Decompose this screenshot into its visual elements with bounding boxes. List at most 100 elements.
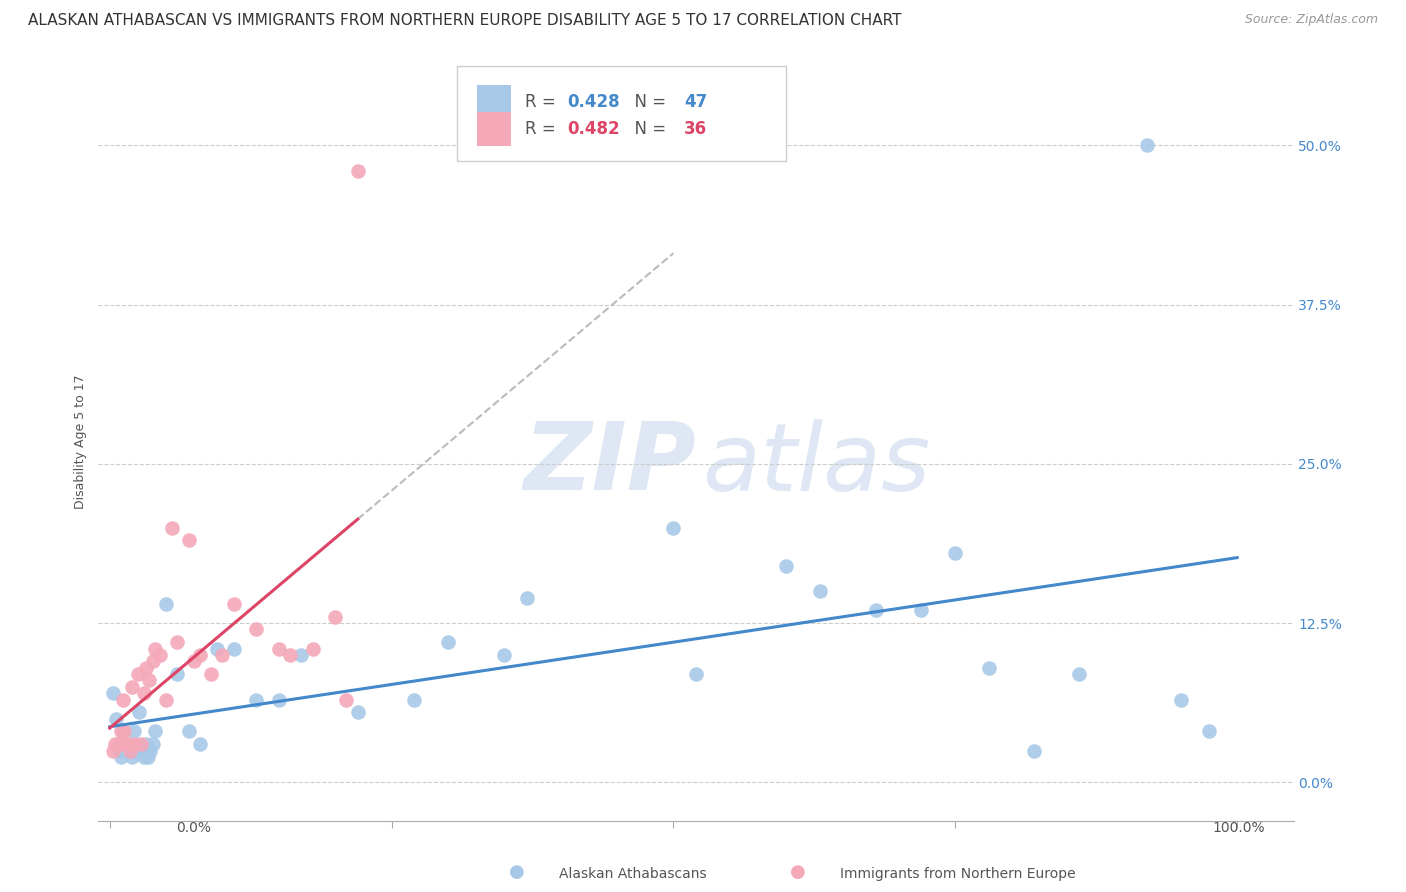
Point	[177, 724, 200, 739]
Point	[121, 750, 143, 764]
Point	[267, 692, 290, 706]
Point	[211, 648, 233, 662]
Point	[149, 648, 172, 662]
Point	[267, 641, 290, 656]
Point	[135, 737, 157, 751]
Point	[129, 743, 152, 757]
Point	[136, 750, 159, 764]
Point	[115, 737, 138, 751]
Text: R =: R =	[524, 120, 561, 137]
Text: Immigrants from Northern Europe: Immigrants from Northern Europe	[839, 867, 1076, 881]
Text: 47: 47	[685, 94, 707, 112]
Point	[1069, 667, 1091, 681]
Point	[943, 546, 966, 560]
Point	[114, 737, 136, 751]
Point	[143, 641, 166, 656]
Point	[1198, 724, 1220, 739]
Point	[222, 597, 245, 611]
Point	[808, 584, 831, 599]
Point	[107, 743, 129, 757]
Point	[910, 603, 932, 617]
Point	[1024, 743, 1046, 757]
Point	[1170, 692, 1192, 706]
Text: 0.428: 0.428	[567, 94, 620, 112]
Point	[516, 591, 538, 605]
FancyBboxPatch shape	[457, 66, 786, 161]
Point	[124, 724, 146, 739]
Point	[104, 737, 127, 751]
FancyBboxPatch shape	[477, 112, 510, 145]
Point	[127, 667, 149, 681]
Point	[128, 706, 150, 720]
Point	[437, 635, 460, 649]
Point	[346, 163, 368, 178]
Text: Source: ZipAtlas.com: Source: ZipAtlas.com	[1244, 13, 1378, 27]
Point	[200, 667, 222, 681]
Text: atlas: atlas	[702, 418, 931, 510]
Y-axis label: Disability Age 5 to 17: Disability Age 5 to 17	[75, 375, 87, 508]
Point	[138, 673, 160, 688]
Text: ●: ●	[509, 863, 524, 881]
Point	[105, 712, 128, 726]
Point	[685, 667, 707, 681]
Point	[290, 648, 312, 662]
Point	[404, 692, 426, 706]
Point	[112, 724, 135, 739]
Text: R =: R =	[524, 94, 561, 112]
Point	[117, 737, 139, 751]
Text: 0.482: 0.482	[567, 120, 620, 137]
Point	[166, 635, 188, 649]
Point	[118, 743, 141, 757]
Point	[1136, 138, 1159, 153]
Point	[112, 692, 135, 706]
Point	[160, 520, 183, 534]
Point	[166, 667, 188, 681]
Point	[155, 597, 177, 611]
Text: ●: ●	[790, 863, 806, 881]
Point	[335, 692, 357, 706]
Point	[110, 750, 132, 764]
Text: 0.0%: 0.0%	[176, 821, 211, 835]
Point	[205, 641, 228, 656]
Text: ALASKAN ATHABASCAN VS IMMIGRANTS FROM NORTHERN EUROPE DISABILITY AGE 5 TO 17 COR: ALASKAN ATHABASCAN VS IMMIGRANTS FROM NO…	[28, 13, 901, 29]
Point	[132, 750, 155, 764]
Point	[278, 648, 301, 662]
Point	[125, 743, 148, 757]
Text: N =: N =	[624, 120, 672, 137]
Text: N =: N =	[624, 94, 672, 112]
Point	[155, 692, 177, 706]
Point	[139, 743, 162, 757]
FancyBboxPatch shape	[477, 85, 510, 120]
Point	[117, 737, 139, 751]
Point	[494, 648, 516, 662]
Point	[101, 686, 124, 700]
Text: ZIP: ZIP	[523, 418, 696, 510]
Point	[129, 737, 152, 751]
Point	[245, 623, 267, 637]
Point	[108, 737, 131, 751]
Text: 36: 36	[685, 120, 707, 137]
Point	[188, 648, 211, 662]
Point	[245, 692, 267, 706]
Point	[124, 737, 146, 751]
Point	[977, 661, 1000, 675]
Point	[135, 661, 157, 675]
Point	[141, 654, 163, 668]
Text: Alaskan Athabascans: Alaskan Athabascans	[560, 867, 706, 881]
Point	[775, 558, 797, 573]
Point	[662, 520, 685, 534]
Point	[101, 743, 124, 757]
Point	[143, 724, 166, 739]
Point	[177, 533, 200, 548]
Point	[110, 737, 132, 751]
Point	[112, 724, 135, 739]
Point	[222, 641, 245, 656]
Point	[107, 737, 129, 751]
Point	[118, 743, 141, 757]
Point	[323, 609, 346, 624]
Point	[141, 737, 163, 751]
Point	[110, 724, 132, 739]
Point	[121, 680, 143, 694]
Point	[183, 654, 205, 668]
Point	[865, 603, 887, 617]
